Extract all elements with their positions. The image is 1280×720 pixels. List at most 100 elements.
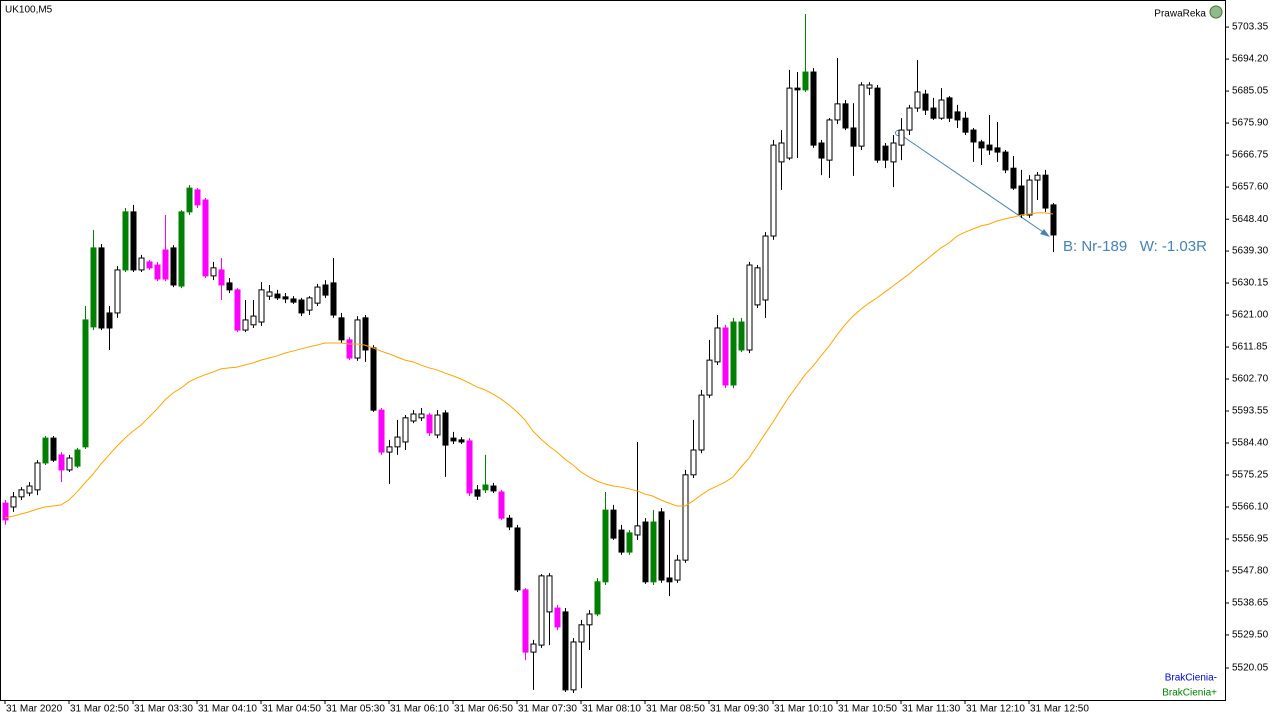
- candle-body: [834, 103, 841, 121]
- y-tick-label: 5556.95: [1232, 534, 1269, 545]
- y-tick-label: 5584.40: [1232, 438, 1269, 449]
- candle-body: [522, 589, 529, 653]
- candle-body: [722, 327, 729, 386]
- candle-body: [234, 289, 241, 331]
- candle-body: [826, 119, 833, 161]
- candle-body: [762, 235, 769, 301]
- candle-body: [554, 607, 561, 628]
- candle-body: [482, 484, 489, 491]
- candle-body: [746, 264, 753, 351]
- candle-body: [850, 127, 857, 147]
- candle-body: [178, 211, 185, 287]
- candle-body: [50, 437, 57, 461]
- candle-body: [842, 103, 849, 129]
- plot-frame: [0, 0, 1226, 701]
- candle-body: [674, 559, 681, 581]
- candle-body: [682, 474, 689, 561]
- indicator-label: BrakCienia+: [1162, 688, 1217, 699]
- candle-body: [386, 446, 393, 453]
- trade-arrow-head: [1040, 229, 1050, 237]
- candle-body: [810, 71, 817, 146]
- y-tick-label: 5648.40: [1232, 214, 1269, 225]
- y-tick-label: 5675.90: [1232, 118, 1269, 129]
- candle-body: [858, 84, 865, 147]
- x-tick-label: 31 Mar 02:50: [70, 704, 129, 715]
- candle-body: [538, 575, 545, 646]
- candle-body: [170, 247, 177, 286]
- candle-body: [466, 440, 473, 494]
- y-tick-label: 5694.20: [1232, 54, 1269, 65]
- moving-average: [4, 212, 1054, 519]
- candle-body: [738, 321, 745, 351]
- candle-body: [594, 581, 601, 615]
- y-tick-label: 5703.35: [1232, 22, 1269, 33]
- candle-body: [2, 502, 9, 521]
- candle-body: [458, 439, 465, 443]
- candle-body: [890, 142, 897, 163]
- candle-body: [18, 489, 25, 498]
- y-tick-label: 5639.30: [1232, 246, 1269, 257]
- y-tick-label: 5621.00: [1232, 310, 1269, 321]
- y-tick-label: 5611.85: [1232, 342, 1268, 353]
- candle-body: [186, 187, 193, 213]
- x-tick-label: 31 Mar 08:50: [646, 704, 705, 715]
- candle-body: [442, 412, 449, 446]
- candle-body: [578, 624, 585, 643]
- candle-body: [258, 289, 265, 323]
- candle-body: [106, 312, 113, 329]
- candle-body: [474, 489, 481, 497]
- candle-body: [794, 87, 801, 91]
- candle-body: [818, 142, 825, 159]
- x-tick-label: 31 Mar 12:10: [966, 704, 1025, 715]
- x-tick-label: 31 Mar 04:10: [198, 704, 257, 715]
- candle-body: [1050, 204, 1057, 236]
- candle-body: [418, 413, 425, 419]
- x-tick-label: 31 Mar 09:30: [710, 704, 769, 715]
- candle-body: [786, 87, 793, 159]
- candle-body: [802, 71, 809, 91]
- candle-body: [450, 437, 457, 442]
- x-tick-label: 31 Mar 10:50: [838, 704, 897, 715]
- candle-body: [362, 317, 369, 351]
- candle-body: [434, 414, 441, 436]
- candle-body: [194, 189, 201, 206]
- candle-body: [394, 436, 401, 448]
- candle-body: [666, 577, 673, 583]
- candle-body: [10, 496, 17, 508]
- y-tick-label: 5575.25: [1232, 470, 1269, 481]
- candle-body: [650, 521, 657, 583]
- y-tick-label: 5630.15: [1232, 278, 1269, 289]
- candle-body: [1042, 174, 1049, 209]
- candle-body: [610, 509, 617, 539]
- candle-body: [114, 269, 121, 314]
- candle-body: [882, 145, 889, 161]
- candle-body: [346, 339, 353, 359]
- candle-body: [338, 317, 345, 341]
- candle-body: [282, 296, 289, 300]
- candle-body: [90, 247, 97, 328]
- candle-body: [618, 529, 625, 553]
- candle-body: [1002, 151, 1009, 171]
- candle-body: [602, 509, 609, 583]
- candle-body: [66, 457, 73, 471]
- candle-body: [954, 111, 961, 121]
- candle-body: [410, 413, 417, 422]
- candle-body: [378, 409, 385, 453]
- y-tick-label: 5657.60: [1232, 182, 1269, 193]
- candle-body: [498, 491, 505, 519]
- y-tick-label: 5593.55: [1232, 406, 1269, 417]
- candle-body: [250, 315, 257, 326]
- y-tick-label: 5529.50: [1232, 630, 1269, 641]
- candle-body: [98, 247, 105, 329]
- candle-body: [274, 293, 281, 299]
- y-tick-label: 5666.75: [1232, 150, 1269, 161]
- candle-body: [938, 99, 945, 119]
- candle-body: [162, 249, 169, 280]
- candle-body: [658, 511, 665, 581]
- candle-body: [266, 291, 273, 297]
- y-tick-label: 5538.65: [1232, 598, 1269, 609]
- x-tick-label: 31 Mar 11:30: [902, 704, 961, 715]
- candle-body: [1026, 179, 1033, 216]
- y-tick-label: 5685.05: [1232, 86, 1269, 97]
- candle-body: [34, 462, 41, 491]
